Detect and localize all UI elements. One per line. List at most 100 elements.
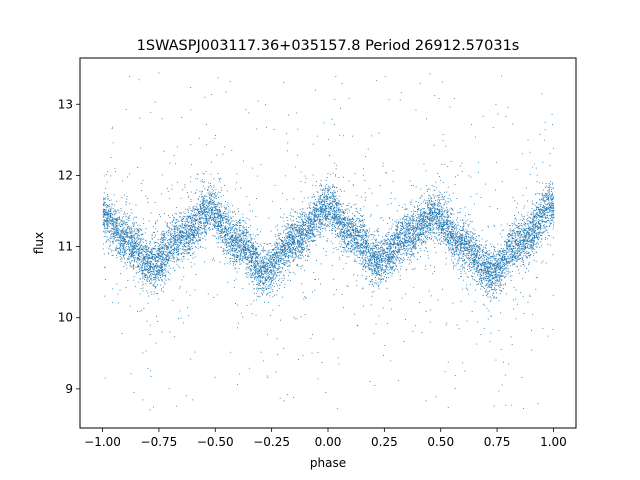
- data-point: [273, 282, 274, 284]
- data-point: [284, 260, 286, 261]
- data-point: [119, 237, 121, 239]
- data-point: [493, 249, 495, 251]
- data-point: [365, 276, 367, 277]
- data-point: [257, 262, 258, 263]
- data-point: [185, 208, 187, 210]
- data-point: [529, 255, 530, 256]
- data-point: [320, 236, 322, 238]
- data-point: [321, 223, 323, 225]
- data-point: [499, 279, 501, 280]
- data-point: [388, 261, 390, 262]
- data-point: [144, 257, 146, 258]
- data-point: [284, 247, 286, 249]
- data-point: [368, 247, 370, 249]
- data-point: [343, 219, 345, 221]
- data-point: [445, 240, 447, 242]
- data-point: [192, 233, 194, 235]
- data-point: [116, 233, 118, 235]
- data-point: [346, 285, 348, 287]
- data-point: [431, 210, 433, 212]
- data-point: [517, 242, 519, 244]
- data-point: [528, 234, 530, 236]
- data-point: [415, 224, 417, 226]
- data-point: [333, 211, 335, 213]
- data-point: [541, 213, 542, 214]
- data-point: [203, 225, 205, 227]
- data-point: [488, 252, 490, 254]
- data-point: [300, 214, 302, 216]
- data-point: [267, 263, 268, 264]
- data-point: [300, 245, 301, 247]
- data-point: [346, 232, 348, 234]
- data-point: [526, 233, 527, 235]
- data-point: [269, 278, 271, 280]
- data-point: [272, 249, 274, 251]
- data-point: [524, 241, 526, 242]
- data-point: [257, 276, 259, 278]
- data-point: [174, 238, 176, 240]
- data-point: [364, 264, 365, 266]
- data-point: [255, 262, 257, 264]
- data-point: [140, 182, 142, 184]
- data-point: [378, 267, 380, 269]
- data-point: [297, 264, 298, 265]
- data-point: [511, 275, 513, 277]
- data-point: [198, 226, 199, 228]
- data-point: [540, 198, 542, 200]
- data-point: [552, 208, 554, 209]
- data-point: [335, 222, 336, 224]
- data-point: [339, 200, 340, 202]
- data-point: [134, 244, 136, 246]
- data-point: [320, 233, 322, 235]
- data-point: [271, 271, 272, 273]
- data-point: [471, 247, 473, 249]
- data-point: [377, 271, 379, 272]
- data-point: [323, 122, 325, 124]
- data-point: [201, 202, 203, 204]
- data-point: [319, 223, 321, 225]
- data-point: [506, 265, 508, 267]
- data-point: [161, 288, 162, 290]
- data-point: [220, 220, 222, 222]
- data-point: [441, 234, 443, 236]
- data-point: [156, 242, 158, 244]
- data-point: [213, 178, 215, 180]
- data-point: [178, 258, 180, 260]
- data-point: [515, 318, 517, 320]
- data-point: [385, 233, 387, 235]
- data-point: [308, 213, 310, 215]
- data-point: [375, 253, 377, 255]
- data-point: [324, 194, 325, 196]
- data-point: [287, 242, 288, 244]
- data-point: [187, 234, 189, 236]
- data-point: [309, 238, 311, 239]
- data-point: [132, 239, 133, 241]
- data-point: [526, 251, 528, 253]
- data-point: [470, 270, 472, 272]
- data-point: [158, 253, 160, 255]
- data-point: [312, 272, 314, 274]
- data-point: [256, 284, 257, 285]
- data-point: [399, 246, 401, 248]
- data-point: [547, 219, 549, 221]
- data-point: [141, 252, 143, 254]
- data-point: [129, 232, 131, 234]
- data-point: [151, 254, 153, 256]
- data-point: [325, 255, 327, 256]
- data-point: [211, 214, 212, 216]
- data-point: [292, 234, 294, 236]
- data-point: [207, 218, 208, 220]
- data-point: [397, 238, 399, 239]
- data-point: [476, 256, 478, 257]
- data-point: [451, 233, 453, 234]
- data-point: [143, 263, 145, 265]
- data-point: [332, 205, 334, 207]
- data-point: [292, 224, 294, 226]
- data-point: [499, 289, 501, 291]
- data-point: [479, 255, 480, 256]
- data-point: [212, 229, 214, 230]
- data-point: [411, 219, 413, 221]
- data-point: [380, 217, 381, 219]
- data-point: [161, 267, 162, 269]
- data-point: [173, 253, 174, 254]
